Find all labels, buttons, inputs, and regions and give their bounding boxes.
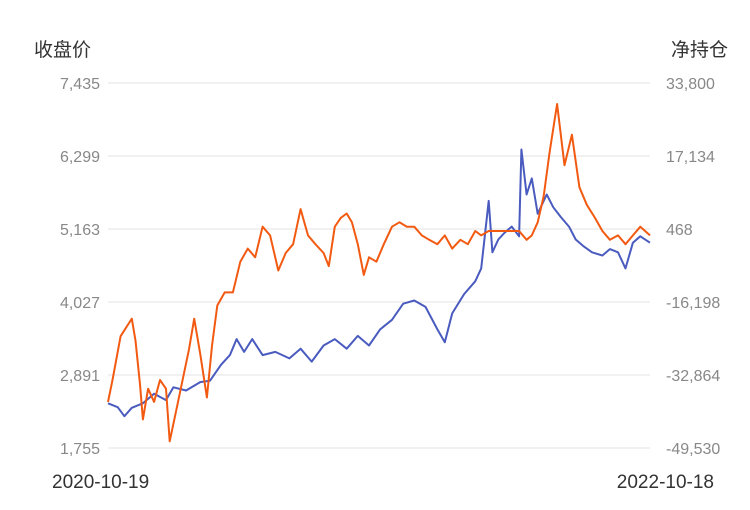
left-tick-label: 7,435 [60, 76, 100, 93]
close-price-line [107, 148, 651, 418]
left-tick-label: 1,755 [60, 441, 100, 458]
right-axis: 33,800 17,134 468 -16,198 -32,864 -49,530 [666, 76, 720, 458]
right-tick-label: 17,134 [666, 149, 715, 166]
left-tick-label: 6,299 [60, 149, 100, 166]
x-start-label: 2020-10-19 [52, 472, 149, 493]
grid [108, 82, 650, 449]
net-position-line [107, 103, 651, 443]
x-end-label: 2022-10-18 [617, 472, 714, 493]
right-tick-label: 468 [666, 222, 693, 239]
right-axis-title: 净持仓 [671, 39, 728, 61]
right-tick-label: 33,800 [666, 76, 715, 93]
right-tick-label: -16,198 [666, 295, 720, 312]
left-axis-title: 收盘价 [34, 39, 91, 61]
right-tick-label: -32,864 [666, 368, 720, 385]
right-tick-label: -49,530 [666, 441, 720, 458]
left-tick-label: 5,163 [60, 222, 100, 239]
series-layer [107, 103, 651, 443]
left-tick-label: 2,891 [60, 368, 100, 385]
left-axis: 7,435 6,299 5,163 4,027 2,891 1,755 [60, 76, 100, 458]
left-tick-label: 4,027 [60, 295, 100, 312]
